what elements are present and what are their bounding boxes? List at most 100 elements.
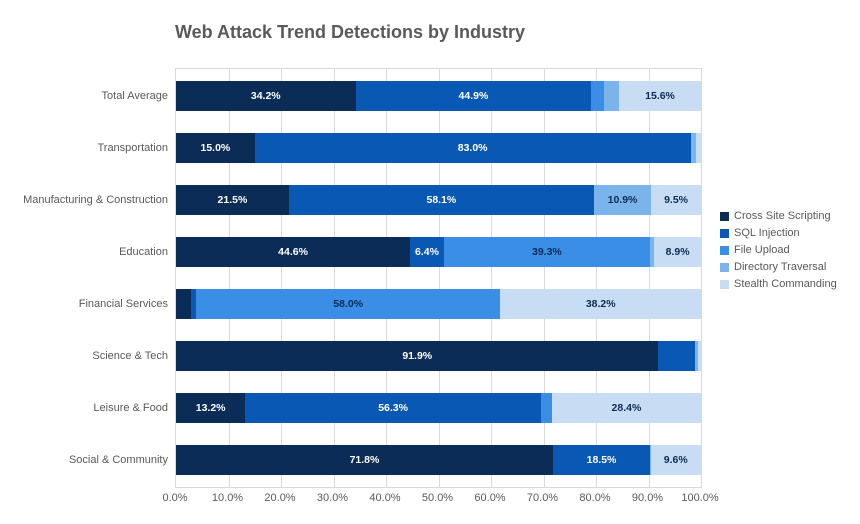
bar-segment xyxy=(696,133,701,163)
legend-item: File Upload xyxy=(720,244,837,256)
bar-segment: 44.6% xyxy=(176,237,410,267)
bar-segment: 9.6% xyxy=(651,445,701,475)
bar-segment: 38.2% xyxy=(500,289,701,319)
bar-value-label: 44.6% xyxy=(278,246,308,258)
category-label: Manufacturing & Construction xyxy=(23,194,176,206)
x-tick-label: 40.0% xyxy=(369,492,400,504)
legend-swatch xyxy=(720,280,729,289)
category-row: Social & Community71.8%18.5%9.6% xyxy=(176,445,701,475)
stacked-bar: 34.2% 44.9% 15.6% xyxy=(176,81,701,111)
legend-label: Stealth Commanding xyxy=(734,278,837,290)
bar-value-label: 13.2% xyxy=(196,402,226,414)
legend-swatch xyxy=(720,246,729,255)
grid-line xyxy=(229,69,230,487)
bar-value-label: 15.6% xyxy=(645,90,675,102)
grid-line xyxy=(596,69,597,487)
bar-segment: 6.4% xyxy=(410,237,444,267)
category-label: Total Average xyxy=(102,90,176,102)
category-row: Total Average34.2%44.9%15.6% xyxy=(176,81,701,111)
bar-segment: 39.3% xyxy=(444,237,650,267)
grid-line xyxy=(649,69,650,487)
x-tick-label: 70.0% xyxy=(527,492,558,504)
x-tick-label: 30.0% xyxy=(317,492,348,504)
bar-value-label: 10.9% xyxy=(608,194,638,206)
grid-line xyxy=(334,69,335,487)
stacked-bar: 71.8% 18.5% 9.6% xyxy=(176,445,701,475)
legend-item: Stealth Commanding xyxy=(720,278,837,290)
legend-label: File Upload xyxy=(734,244,790,256)
bar-value-label: 56.3% xyxy=(378,402,408,414)
category-row: Manufacturing & Construction21.5%58.1%10… xyxy=(176,185,701,215)
bar-segment xyxy=(591,81,604,111)
legend-label: Directory Traversal xyxy=(734,261,826,273)
bar-segment: 34.2% xyxy=(176,81,356,111)
category-label: Science & Tech xyxy=(92,350,176,362)
bar-segment: 91.9% xyxy=(176,341,658,371)
legend-item: SQL Injection xyxy=(720,227,837,239)
bar-segment xyxy=(698,341,701,371)
x-tick-label: 80.0% xyxy=(579,492,610,504)
bar-segment: 83.0% xyxy=(255,133,691,163)
grid-line xyxy=(544,69,545,487)
category-label: Financial Services xyxy=(79,298,176,310)
bar-value-label: 91.9% xyxy=(402,350,432,362)
category-row: Science & Tech91.9% xyxy=(176,341,701,371)
bar-segment: 9.5% xyxy=(651,185,701,215)
stacked-bar: 58.0% 38.2% xyxy=(176,289,701,319)
bar-segment: 58.0% xyxy=(196,289,501,319)
bar-value-label: 58.0% xyxy=(333,298,363,310)
bar-value-label: 21.5% xyxy=(218,194,248,206)
bar-segment: 71.8% xyxy=(176,445,553,475)
category-row: Leisure & Food13.2%56.3%28.4% xyxy=(176,393,701,423)
bar-value-label: 28.4% xyxy=(612,402,642,414)
bar-segment: 15.6% xyxy=(619,81,701,111)
x-tick-label: 90.0% xyxy=(632,492,663,504)
bar-value-label: 71.8% xyxy=(350,454,380,466)
legend-swatch xyxy=(720,263,729,272)
category-label: Education xyxy=(119,246,176,258)
bar-segment: 28.4% xyxy=(552,393,701,423)
grid-line xyxy=(281,69,282,487)
bar-segment xyxy=(658,341,695,371)
bar-value-label: 8.9% xyxy=(666,246,690,258)
category-label: Leisure & Food xyxy=(93,402,176,414)
bar-segment xyxy=(541,393,552,423)
category-row: Transportation15.0%83.0% xyxy=(176,133,701,163)
bar-segment: 15.0% xyxy=(176,133,255,163)
bar-value-label: 18.5% xyxy=(587,454,617,466)
legend-swatch xyxy=(720,229,729,238)
bar-segment xyxy=(176,289,191,319)
chart-stage: Web Attack Trend Detections by Industry … xyxy=(0,0,860,524)
category-row: Education44.6%6.4%39.3%8.9% xyxy=(176,237,701,267)
stacked-bar: 13.2% 56.3% 28.4% xyxy=(176,393,701,423)
legend-item: Directory Traversal xyxy=(720,261,837,273)
legend-label: Cross Site Scripting xyxy=(734,210,831,222)
legend-label: SQL Injection xyxy=(734,227,800,239)
bar-value-label: 9.5% xyxy=(664,194,688,206)
bar-segment: 21.5% xyxy=(176,185,289,215)
bar-segment xyxy=(604,81,619,111)
grid-line xyxy=(386,69,387,487)
x-tick-label: 60.0% xyxy=(474,492,505,504)
bar-value-label: 6.4% xyxy=(415,246,439,258)
chart-title: Web Attack Trend Detections by Industry xyxy=(0,22,700,43)
bar-segment: 58.1% xyxy=(289,185,594,215)
bar-segment: 10.9% xyxy=(594,185,651,215)
bar-value-label: 38.2% xyxy=(586,298,616,310)
bar-segment: 18.5% xyxy=(553,445,650,475)
bar-value-label: 58.1% xyxy=(426,194,456,206)
stacked-bar: 15.0% 83.0% xyxy=(176,133,701,163)
bar-value-label: 15.0% xyxy=(200,142,230,154)
x-tick-label: 0.0% xyxy=(162,492,187,504)
stacked-bar: 44.6% 6.4% 39.3% 8.9% xyxy=(176,237,701,267)
bar-segment: 8.9% xyxy=(654,237,701,267)
bar-value-label: 44.9% xyxy=(459,90,489,102)
legend-item: Cross Site Scripting xyxy=(720,210,837,222)
bar-value-label: 83.0% xyxy=(458,142,488,154)
plot-area: Total Average34.2%44.9%15.6%Transportati… xyxy=(175,68,702,488)
bar-segment: 13.2% xyxy=(176,393,245,423)
bar-value-label: 9.6% xyxy=(664,454,688,466)
stacked-bar: 91.9% xyxy=(176,341,701,371)
category-label: Transportation xyxy=(97,142,176,154)
grid-line xyxy=(439,69,440,487)
